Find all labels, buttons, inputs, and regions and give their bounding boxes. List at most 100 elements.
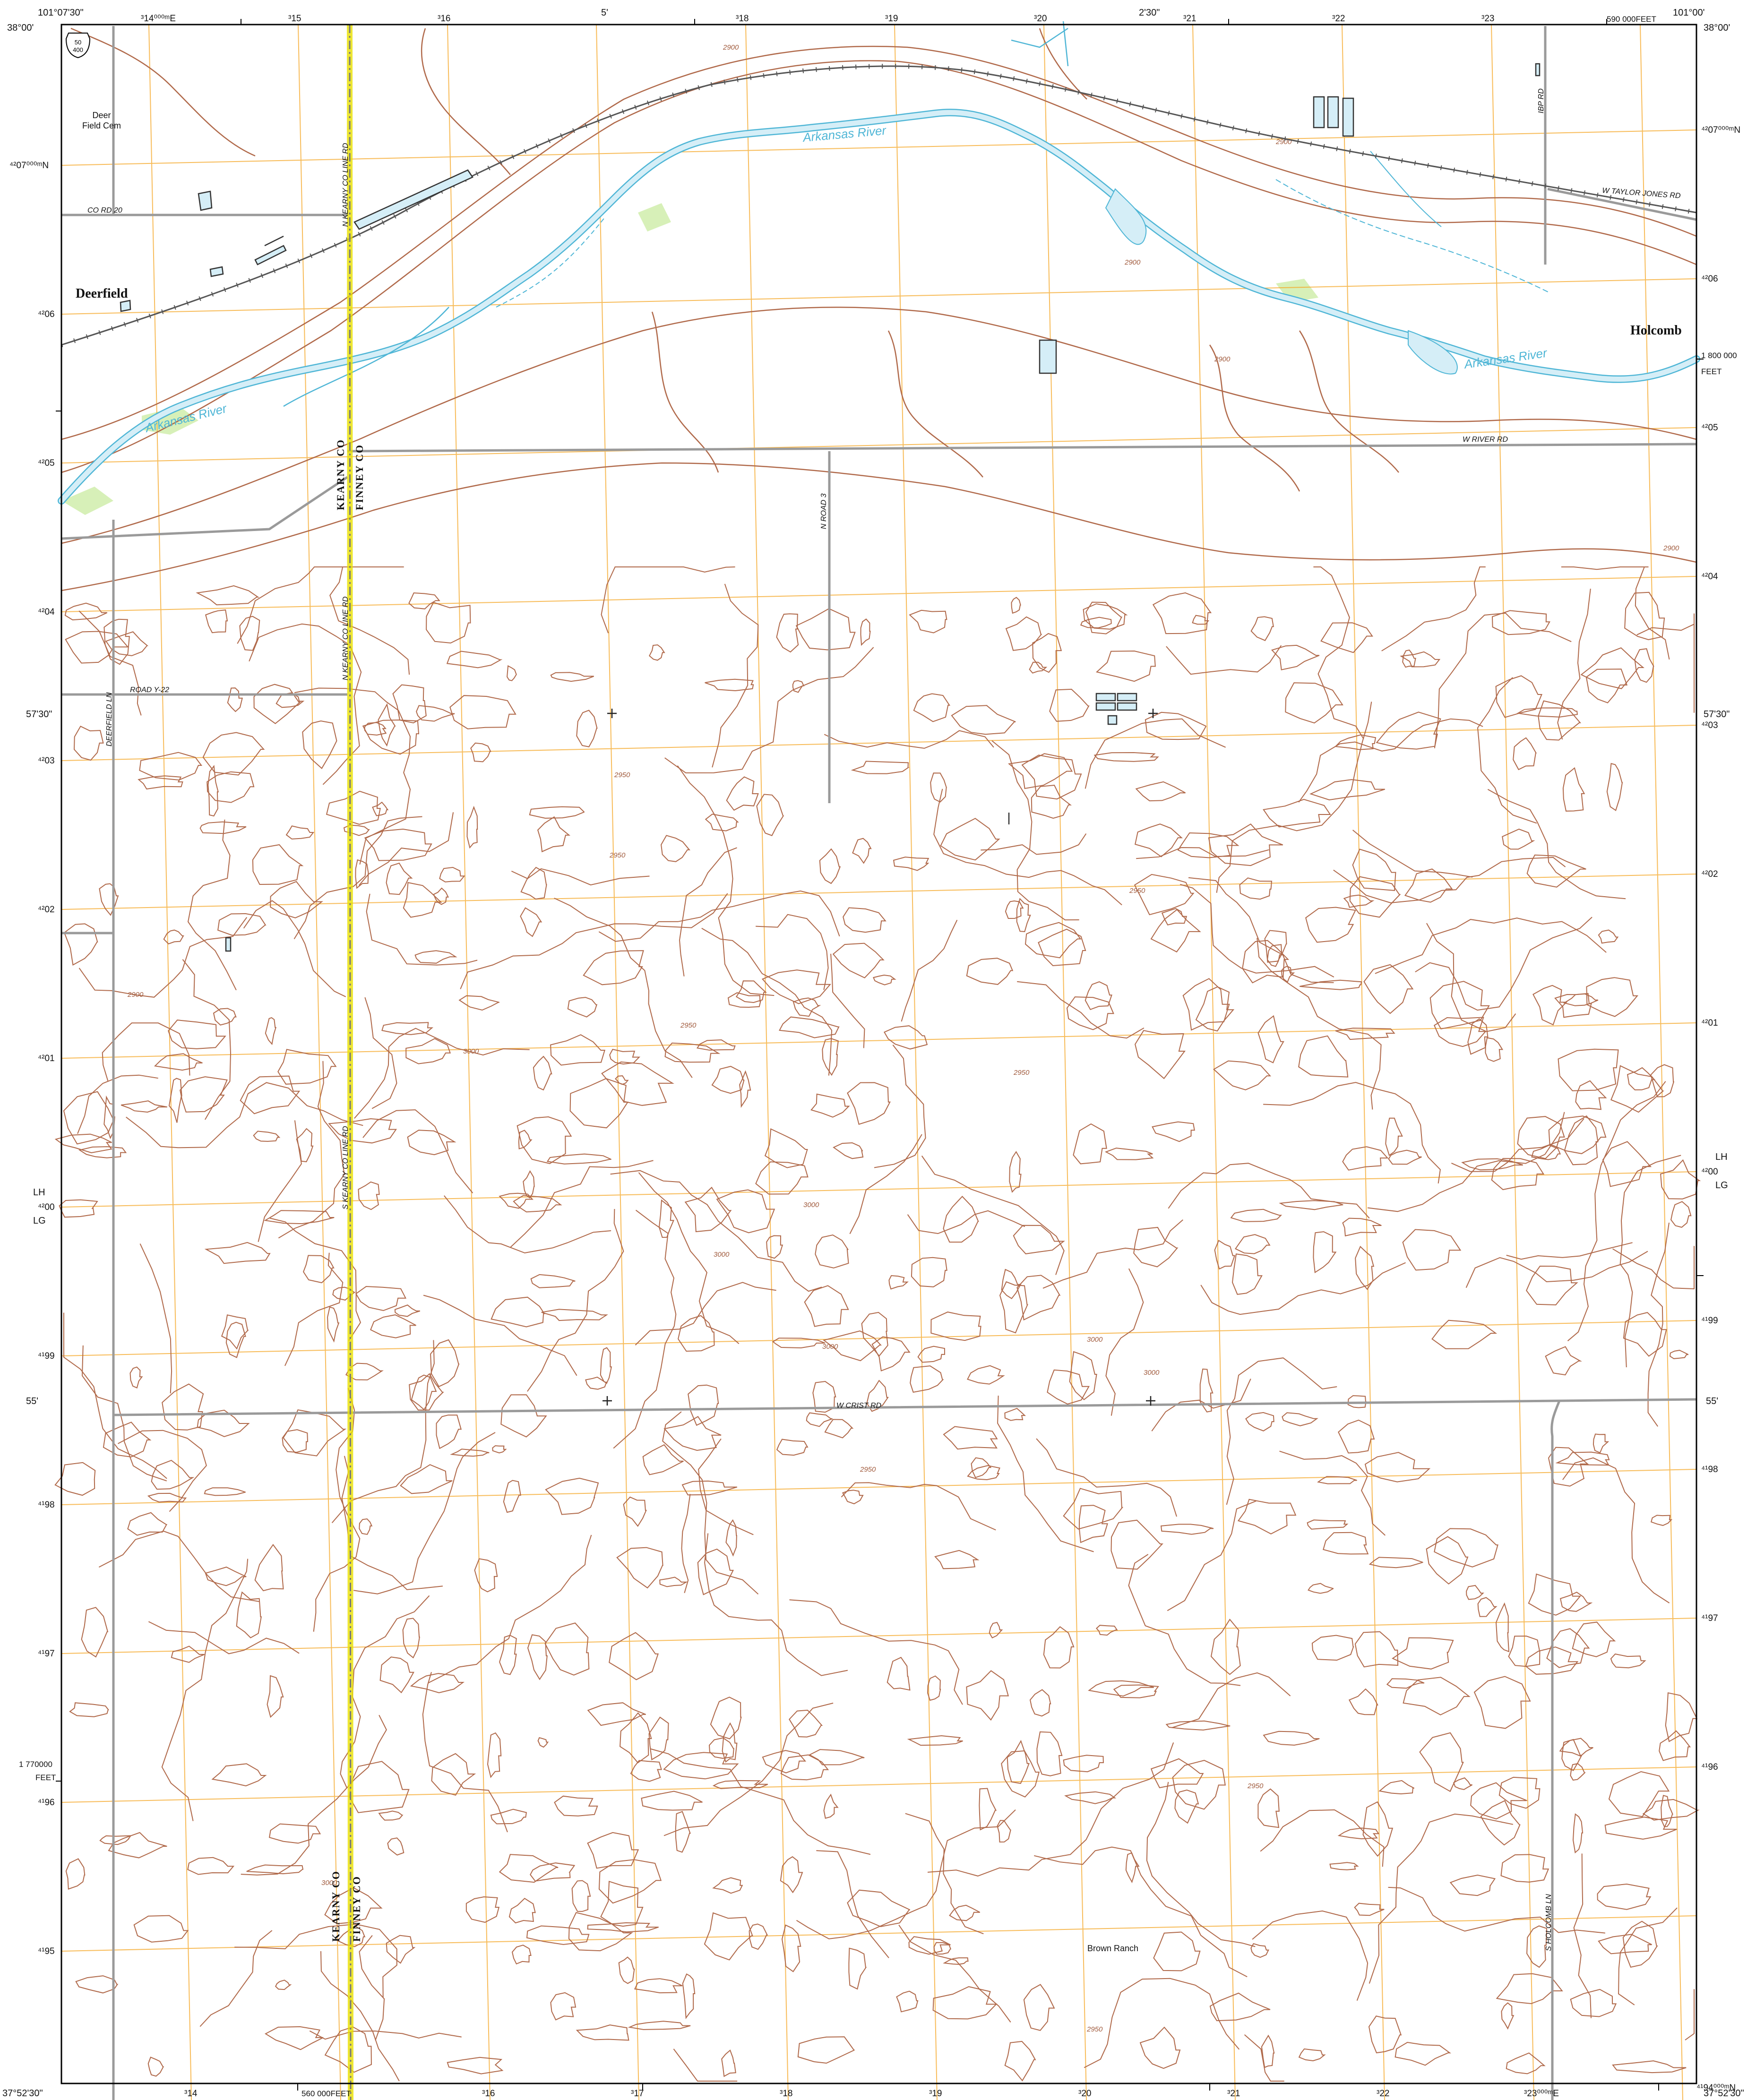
contour-loop [436, 1414, 462, 1449]
contour-loop [527, 1634, 548, 1680]
contour-loop [196, 585, 260, 606]
contour-loop [873, 974, 896, 986]
contour-loop [1506, 2052, 1546, 2074]
contour-line [905, 1813, 984, 1935]
contour-loop [1355, 1245, 1375, 1290]
contour-loop [843, 907, 887, 933]
lh-lg-left-2: LG [33, 1216, 46, 1226]
contour-loop [776, 1439, 809, 1456]
contour-line [704, 1533, 848, 1676]
contour-loop [1245, 1412, 1274, 1431]
contour-loop [1342, 1217, 1382, 1237]
contour-loop [1559, 1738, 1593, 1757]
contour-loop [822, 1038, 839, 1076]
contour-loop [530, 1274, 576, 1288]
contour-loop [1491, 610, 1550, 635]
contour-line [874, 1044, 926, 1168]
contour-loop [1213, 1060, 1271, 1090]
contour-loop [359, 1518, 373, 1535]
contour-loop [520, 907, 542, 937]
contour-loop [431, 1753, 476, 1796]
contour-loop [888, 1275, 909, 1290]
contour-loop [508, 1898, 536, 1924]
road-s-holcomb-ln [1550, 1400, 1561, 2100]
contour-loop [207, 765, 219, 817]
contour-loop [609, 1048, 641, 1065]
contour-loop [861, 1311, 888, 1357]
contour-loop [600, 1880, 644, 1927]
contour-loop [823, 1330, 882, 1362]
contour-line [677, 765, 775, 996]
contour-loop [54, 1133, 112, 1154]
contour-loop [907, 1735, 963, 1746]
contour-line [511, 868, 650, 886]
place-brown-ranch: Brown Ranch [1087, 1944, 1138, 1953]
contour-loop [1561, 1739, 1583, 1771]
contour-line [1279, 1450, 1386, 1536]
contour-line [359, 1935, 385, 2041]
contour-line [1260, 1809, 1385, 1867]
contour-loop [1085, 601, 1123, 634]
contour-loop [162, 1383, 204, 1431]
contour-loop [211, 1763, 267, 1787]
contour-loop [1508, 1635, 1541, 1667]
contour-loop [712, 1780, 768, 1789]
contour-loop [1575, 1080, 1607, 1110]
northing-left-label: ⁴¹99 [38, 1351, 55, 1361]
contour-loop [1660, 1159, 1701, 1200]
contour-loop [1526, 854, 1586, 888]
northing-right-label: ⁴²02 [1701, 869, 1718, 879]
contour-loop [533, 1055, 552, 1091]
contour-line [102, 1022, 190, 1081]
contour-loop [616, 1547, 663, 1589]
contour-line [1257, 938, 1382, 1110]
contour-line [701, 927, 833, 1076]
contour-loop [1172, 1760, 1226, 1810]
contour-loop [103, 1422, 152, 1457]
county-line [347, 24, 353, 2100]
contour-loop [1467, 1018, 1489, 1055]
contour-loop [1642, 1799, 1700, 1821]
contour-line [662, 1411, 759, 1595]
road-w-taylor-jones [1547, 188, 1697, 221]
contour-loop [171, 1646, 205, 1663]
contour-line [1036, 1438, 1177, 1517]
contour-loop [1369, 1557, 1423, 1569]
contour-loop [426, 601, 471, 644]
contour-loop [187, 1857, 235, 1875]
contour-loop [678, 1315, 715, 1352]
contour-loop [1485, 1037, 1504, 1062]
contour-loop [277, 1049, 337, 1085]
contour-loop [661, 835, 690, 862]
contour-loop [81, 1607, 109, 1658]
contour-loop [568, 1912, 633, 1952]
contour-line [756, 914, 829, 990]
contour-loop [1419, 1732, 1464, 1792]
contour-loop [268, 1823, 321, 1844]
contour-loop [833, 1142, 864, 1159]
feet-left-2: FEET [35, 1773, 56, 1782]
contour-loop [529, 806, 585, 819]
contour-loop [358, 1181, 380, 1210]
contour-loop [1095, 650, 1156, 682]
contour-loop [133, 1915, 189, 1943]
contour-loop [1392, 1637, 1454, 1670]
contour-loop [1500, 1854, 1549, 1883]
contour-loop [1001, 1269, 1022, 1299]
contour-label: 2900 [1124, 258, 1141, 266]
contour-line [1188, 877, 1334, 983]
easting-top-label: ³22 [1332, 14, 1345, 24]
left-minutes-1: 57'30" [26, 709, 52, 720]
marginal-labels: 5' 2'30" 57'30" 55' 57'30" 55' 590 000FE… [19, 8, 1737, 2098]
contour-loop [1496, 1973, 1563, 2005]
contour-loop [253, 1131, 281, 1142]
contour-loop [1307, 1519, 1349, 1530]
contour-label: 2950 [609, 851, 626, 859]
contour-loop [1453, 1777, 1472, 1790]
contour-loop [819, 848, 841, 884]
road-label-n-road-3: N ROAD 3 [820, 493, 828, 529]
contour-loop [1598, 929, 1619, 944]
contour-loop [1317, 1476, 1357, 1484]
contour-loop [1038, 928, 1086, 967]
